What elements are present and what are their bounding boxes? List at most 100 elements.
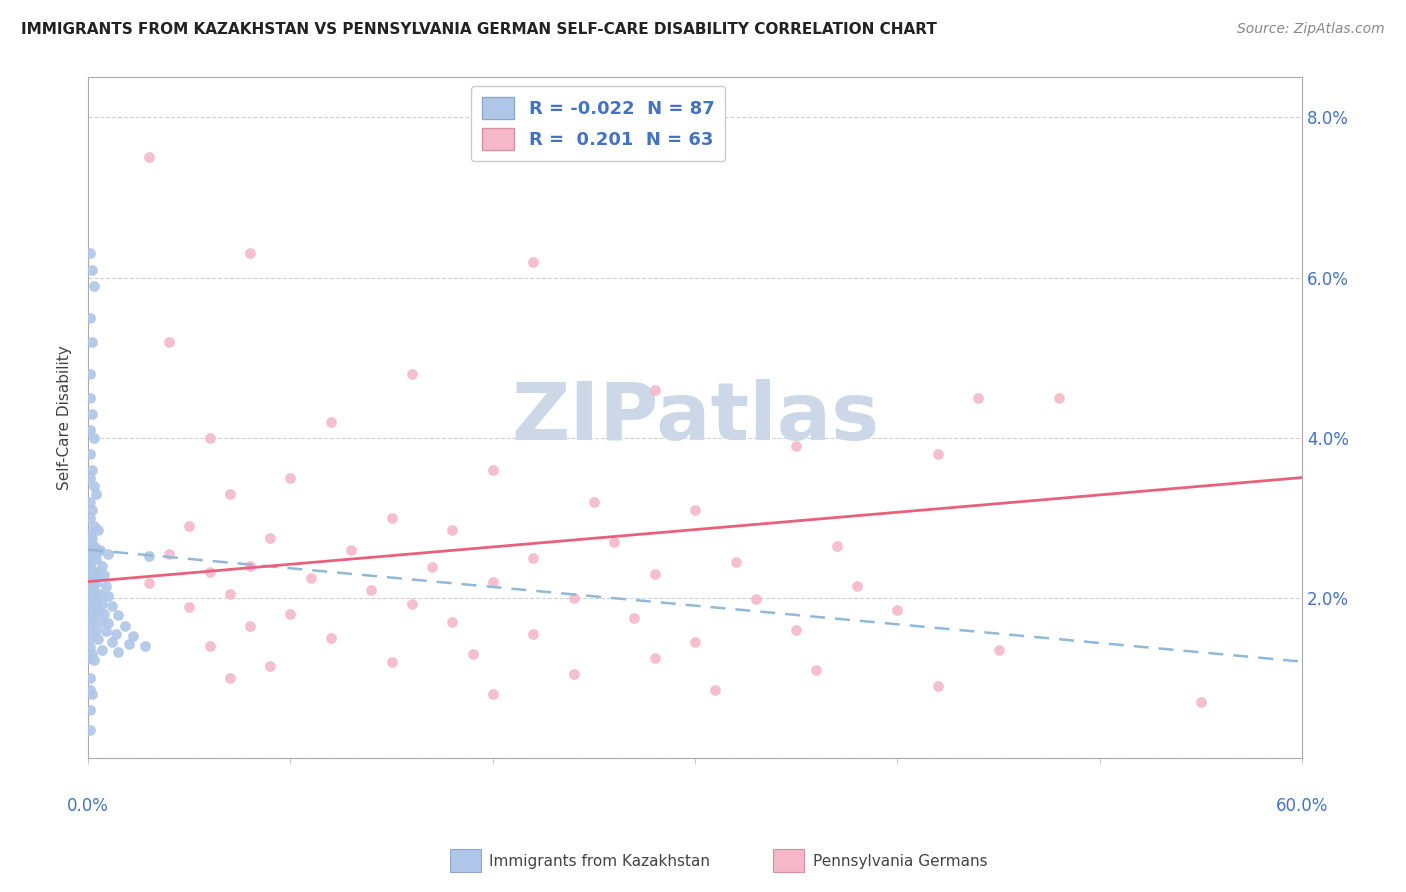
Point: [101, 634, 124, 648]
Point: [121, 629, 143, 643]
Point: [644, 383, 666, 397]
Point: [89, 586, 111, 600]
Point: [82, 582, 104, 597]
Text: Pennsylvania Germans: Pennsylvania Germans: [813, 855, 987, 869]
Point: [91, 597, 114, 611]
Point: [522, 254, 544, 268]
Point: [83, 653, 105, 667]
Point: [420, 560, 443, 574]
Point: [79, 671, 101, 685]
Point: [724, 555, 747, 569]
Point: [82, 540, 104, 554]
Point: [138, 549, 160, 563]
Point: [198, 431, 221, 445]
Point: [91, 642, 114, 657]
Text: ZIPatlas: ZIPatlas: [510, 378, 879, 457]
Point: [218, 486, 240, 500]
Point: [79, 246, 101, 260]
Point: [79, 560, 101, 574]
Point: [114, 618, 136, 632]
Point: [79, 571, 101, 585]
Point: [82, 647, 104, 661]
Point: [79, 723, 101, 737]
Point: [987, 642, 1010, 657]
Point: [82, 550, 104, 565]
Point: [340, 542, 363, 557]
Point: [441, 615, 464, 629]
Point: [107, 645, 129, 659]
Point: [82, 262, 104, 277]
Point: [157, 334, 180, 349]
Point: [97, 616, 120, 631]
Point: [79, 703, 101, 717]
Point: [79, 367, 101, 381]
Point: [927, 679, 949, 693]
Point: [461, 647, 484, 661]
Point: [79, 536, 101, 550]
Point: [806, 663, 828, 677]
Point: [107, 608, 129, 623]
Point: [886, 602, 908, 616]
Point: [522, 550, 544, 565]
Point: [967, 391, 990, 405]
Point: [79, 591, 101, 605]
Point: [101, 599, 124, 613]
Point: [79, 640, 101, 655]
Point: [785, 623, 807, 637]
Legend: R = -0.022  N = 87, R =  0.201  N = 63: R = -0.022 N = 87, R = 0.201 N = 63: [471, 87, 725, 161]
Point: [745, 592, 768, 607]
Point: [83, 584, 105, 599]
Text: 0.0%: 0.0%: [67, 797, 110, 814]
Point: [89, 615, 111, 629]
Point: [87, 632, 110, 647]
Point: [84, 486, 107, 500]
Point: [82, 592, 104, 607]
Point: [845, 579, 868, 593]
Point: [79, 610, 101, 624]
Point: [89, 542, 111, 557]
Point: [138, 151, 160, 165]
Text: Source: ZipAtlas.com: Source: ZipAtlas.com: [1237, 22, 1385, 37]
Point: [785, 439, 807, 453]
Point: [522, 626, 544, 640]
Point: [105, 626, 128, 640]
Point: [79, 600, 101, 615]
Point: [683, 502, 706, 516]
Point: [79, 682, 101, 697]
Point: [198, 565, 221, 579]
Point: [157, 547, 180, 561]
Point: [401, 597, 423, 611]
Point: [825, 539, 848, 553]
Point: [280, 607, 302, 621]
Point: [82, 687, 104, 701]
Point: [239, 246, 262, 260]
Point: [82, 334, 104, 349]
Point: [79, 470, 101, 484]
Point: [927, 446, 949, 460]
Point: [93, 607, 115, 621]
Point: [97, 589, 120, 603]
Y-axis label: Self-Care Disability: Self-Care Disability: [58, 345, 72, 490]
Point: [280, 470, 302, 484]
Point: [644, 650, 666, 665]
Point: [84, 623, 107, 637]
Point: [179, 518, 201, 533]
Point: [87, 566, 110, 581]
Text: Immigrants from Kazakhstan: Immigrants from Kazakhstan: [489, 855, 710, 869]
Point: [179, 600, 201, 615]
Point: [79, 446, 101, 460]
Point: [82, 573, 104, 587]
Point: [79, 423, 101, 437]
Point: [83, 431, 105, 445]
Point: [1047, 391, 1070, 405]
Point: [562, 666, 585, 681]
Point: [79, 534, 101, 549]
Point: [79, 631, 101, 645]
Point: [83, 278, 105, 293]
Point: [83, 478, 105, 492]
Text: IMMIGRANTS FROM KAZAKHSTAN VS PENNSYLVANIA GERMAN SELF-CARE DISABILITY CORRELATI: IMMIGRANTS FROM KAZAKHSTAN VS PENNSYLVAN…: [21, 22, 936, 37]
Point: [84, 576, 107, 591]
Point: [134, 639, 156, 653]
Point: [79, 494, 101, 508]
Point: [79, 547, 101, 561]
